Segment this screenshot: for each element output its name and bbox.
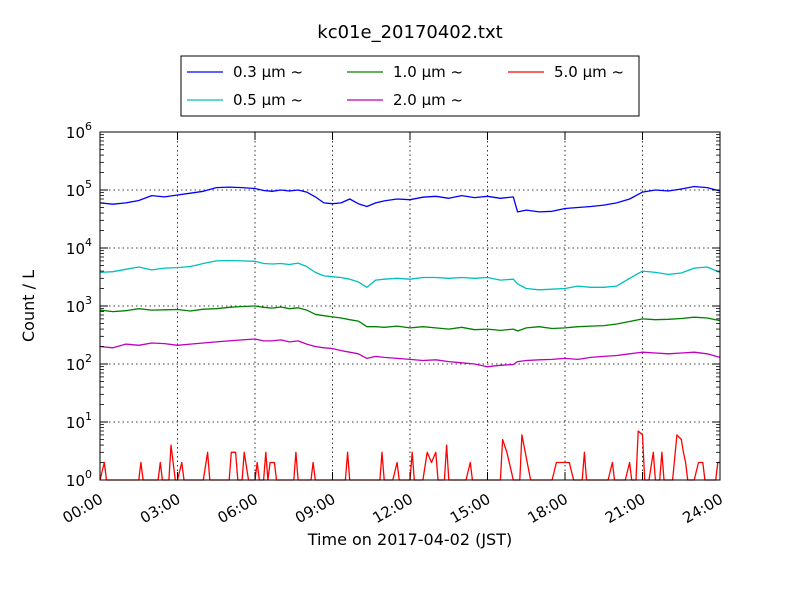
y-tick-label: 103 [66, 294, 92, 316]
legend-label: 0.3 μm ~ [233, 63, 303, 81]
legend-box [180, 55, 640, 117]
series-line-3 [99, 305, 721, 332]
series-line-4 [99, 338, 721, 368]
x-axis-label: Time on 2017-04-02 (JST) [307, 530, 512, 549]
y-tick-label: 101 [66, 410, 92, 432]
legend-label: 1.0 μm ~ [393, 63, 463, 81]
legend-label: 0.5 μm ~ [233, 91, 303, 109]
legend: 0.3 μm ~ 0.5 μm ~ 1.0 μm ~ 2.0 μm ~ 5.0 μm ~ [180, 55, 640, 117]
series-line-2 [99, 259, 721, 291]
chart-title: kc01e_20170402.txt [317, 22, 502, 43]
series-line-1 [99, 185, 721, 213]
series-layer [99, 185, 721, 481]
legend-label: 5.0 μm ~ [554, 63, 624, 81]
y-ticks: 100 101 102 103 104 105 106 [66, 120, 720, 490]
y-tick-label: 102 [66, 352, 92, 374]
y-axis-label: Count / L [19, 270, 38, 342]
y-tick-label: 106 [66, 120, 92, 142]
y-tick-label: 105 [66, 178, 92, 200]
y-tick-label: 104 [66, 236, 92, 258]
y-tick-label: 100 [66, 468, 92, 490]
legend-label: 2.0 μm ~ [393, 91, 463, 109]
